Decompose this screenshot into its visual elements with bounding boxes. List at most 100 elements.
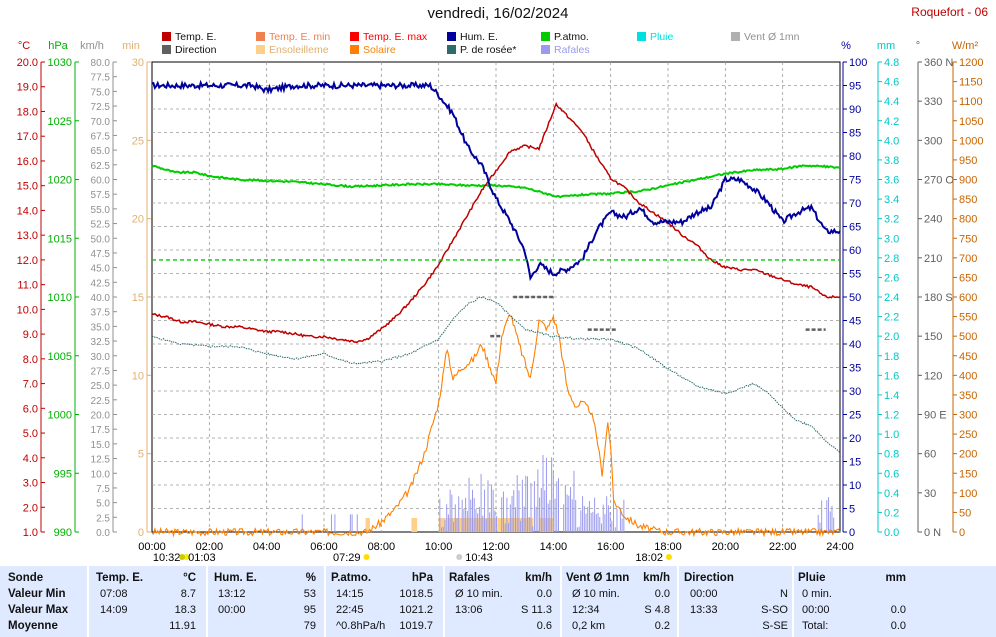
table-cell: S-SO bbox=[761, 604, 788, 616]
direction-tick-label: 60 bbox=[924, 449, 936, 461]
wind-tick-label: 80.0 bbox=[91, 58, 111, 69]
table-cell: 0.0 bbox=[890, 604, 906, 616]
table-header: Rafales bbox=[449, 572, 490, 584]
rain-tick-label: 0.4 bbox=[884, 488, 899, 500]
minutes-tick-label: 0 bbox=[138, 527, 144, 539]
minutes-tick-label: 15 bbox=[132, 292, 144, 304]
table-cell: S 4.8 bbox=[644, 604, 670, 616]
legend-item: Temp. E. bbox=[162, 31, 216, 43]
rain-unit-label: mm bbox=[877, 40, 895, 52]
direction-tick-label: 270 O bbox=[924, 175, 954, 187]
wind-tick-label: 12.5 bbox=[91, 455, 111, 466]
legend-item: Rafales bbox=[541, 44, 590, 56]
sunset-icon bbox=[665, 554, 672, 560]
minutes-tick-label: 10 bbox=[132, 370, 144, 382]
temp-tick-label: 1.0 bbox=[23, 527, 38, 539]
solar-tick-label: 1050 bbox=[959, 116, 983, 128]
table-column-divider bbox=[206, 566, 208, 637]
legend-swatch bbox=[541, 32, 550, 41]
legend-item: Ensoleilleme bbox=[256, 44, 329, 56]
legend-item: Hum. E. bbox=[447, 31, 498, 43]
wind-tick-label: 30.0 bbox=[91, 352, 111, 363]
solar-tick-label: 950 bbox=[959, 155, 977, 167]
humidity-tick-label: 70 bbox=[849, 198, 861, 210]
legend-swatch bbox=[731, 32, 740, 41]
table-cell: S 11.3 bbox=[521, 604, 552, 616]
table-cell: 0.0 bbox=[654, 588, 670, 600]
table-cell: 79 bbox=[303, 620, 316, 632]
wind-tick-label: 15.0 bbox=[91, 440, 111, 451]
moonrise-icon bbox=[183, 554, 190, 560]
table-column-divider bbox=[87, 566, 89, 637]
humidity-tick-label: 0 bbox=[849, 527, 855, 539]
minutes-tick-label: 20 bbox=[132, 214, 144, 226]
solar-tick-label: 100 bbox=[959, 488, 977, 500]
table-row-label: Valeur Min bbox=[8, 588, 66, 600]
direction-tick-label: 180 S bbox=[924, 292, 953, 304]
rain-tick-label: 1.0 bbox=[884, 429, 899, 441]
sunset-time: 18:02 bbox=[635, 552, 663, 564]
table-cell: 1021.2 bbox=[399, 604, 433, 616]
table-cell: 0.0 bbox=[536, 588, 552, 600]
direction-tick-label: 330 bbox=[924, 96, 942, 108]
sunrise-time: 07:29 bbox=[333, 552, 361, 564]
wind-tick-label: 20.0 bbox=[91, 411, 111, 422]
table-cell: 07:08 bbox=[100, 588, 128, 600]
legend-item: Pluie bbox=[637, 31, 673, 43]
station-name: Roquefort - 06 bbox=[911, 5, 988, 19]
legend-label: Temp. E. min bbox=[269, 31, 331, 43]
temp-unit-label: °C bbox=[18, 40, 30, 52]
table-cell: 13:06 bbox=[455, 604, 483, 616]
table-header: mm bbox=[885, 572, 906, 584]
humidity-tick-label: 65 bbox=[849, 222, 861, 234]
table-cell: 0.6 bbox=[536, 620, 552, 632]
legend-swatch bbox=[162, 45, 171, 54]
solar-tick-label: 50 bbox=[959, 507, 971, 519]
legend-swatch bbox=[162, 32, 171, 41]
wind-tick-label: 55.0 bbox=[91, 205, 111, 216]
solar-tick-label: 450 bbox=[959, 351, 977, 363]
rain-tick-label: 0.8 bbox=[884, 449, 899, 461]
table-column-divider bbox=[792, 566, 794, 637]
table-cell: 0 min. bbox=[802, 588, 832, 600]
rain-tick-label: 3.0 bbox=[884, 233, 899, 245]
table-cell: Total: bbox=[802, 620, 829, 632]
moonset-time: 01:03 bbox=[188, 552, 216, 564]
rain-tick-label: 1.2 bbox=[884, 410, 899, 422]
rain-tick-label: 4.2 bbox=[884, 116, 899, 128]
wind-tick-label: 35.0 bbox=[91, 322, 111, 333]
temp-tick-label: 12.0 bbox=[17, 255, 38, 267]
solar-tick-label: 800 bbox=[959, 214, 977, 226]
solar-tick-label: 350 bbox=[959, 390, 977, 402]
x-tick-label: 06:00 bbox=[310, 541, 338, 553]
wind-tick-label: 17.5 bbox=[91, 425, 111, 436]
table-cell: Ø 10 min. bbox=[455, 588, 503, 600]
table-column-divider bbox=[677, 566, 679, 637]
legend-item: Temp. E. max bbox=[350, 31, 427, 43]
table-cell: 00:00 bbox=[802, 604, 830, 616]
solar-tick-label: 1150 bbox=[959, 77, 983, 89]
humidity-tick-label: 40 bbox=[849, 339, 861, 351]
x-tick-label: 00:00 bbox=[138, 541, 166, 553]
solar-unit-label: W/m² bbox=[952, 40, 979, 52]
temp-tick-label: 18.0 bbox=[17, 106, 38, 118]
table-cell: S-SE bbox=[762, 620, 788, 632]
x-tick-label: 18:00 bbox=[654, 541, 682, 553]
rain-tick-label: 2.4 bbox=[884, 292, 899, 304]
rain-tick-label: 1.6 bbox=[884, 370, 899, 382]
humidity-tick-label: 95 bbox=[849, 81, 861, 93]
solar-line bbox=[151, 314, 841, 538]
table-cell: 22:45 bbox=[336, 604, 364, 616]
humidity-tick-label: 25 bbox=[849, 410, 861, 422]
minutes-tick-label: 5 bbox=[138, 449, 144, 461]
table-cell: 53 bbox=[303, 588, 316, 600]
pressure-unit-label: hPa bbox=[48, 40, 68, 52]
dewpoint-line bbox=[151, 296, 841, 454]
rain-tick-label: 2.8 bbox=[884, 253, 899, 265]
pressure-tick-label: 1015 bbox=[48, 233, 72, 245]
solar-tick-label: 850 bbox=[959, 194, 977, 206]
legend-swatch bbox=[637, 32, 646, 41]
temp-tick-label: 4.0 bbox=[23, 453, 38, 465]
rain-tick-label: 3.4 bbox=[884, 194, 899, 206]
humidity-tick-label: 10 bbox=[849, 480, 861, 492]
